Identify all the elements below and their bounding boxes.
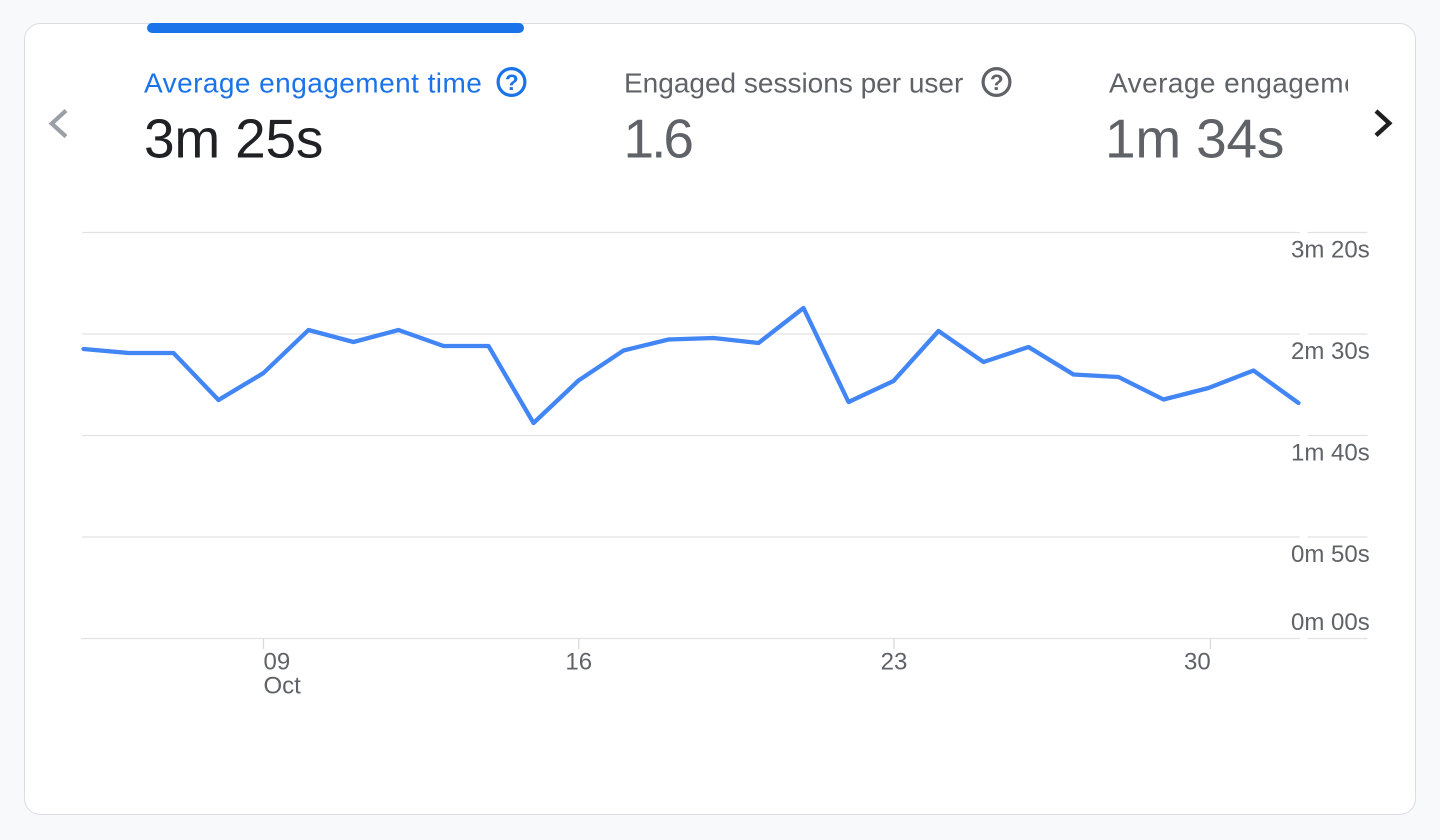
svg-text:16: 16 (565, 649, 592, 676)
svg-text:Engaged sessions per user: Engaged sessions per user (624, 68, 963, 99)
svg-text:Average engagement time: Average engagement time (1109, 68, 1440, 99)
svg-text:?: ? (990, 70, 1004, 95)
svg-text:09: 09 (264, 649, 291, 676)
svg-text:1.6: 1.6 (624, 108, 693, 170)
svg-text:23: 23 (881, 649, 908, 676)
svg-text:2m 30s: 2m 30s (1291, 338, 1370, 365)
svg-text:0m 50s: 0m 50s (1291, 541, 1370, 568)
svg-text:Oct: Oct (264, 673, 302, 700)
svg-text:1m 40s: 1m 40s (1291, 440, 1370, 467)
svg-text:30: 30 (1184, 649, 1211, 676)
svg-text:1m 34s: 1m 34s (1105, 108, 1284, 170)
svg-text:?: ? (505, 70, 519, 95)
svg-text:3m 25s: 3m 25s (144, 108, 323, 170)
svg-text:0m 00s: 0m 00s (1291, 609, 1370, 636)
svg-text:Average engagement time: Average engagement time (144, 68, 482, 99)
svg-text:3m 20s: 3m 20s (1291, 237, 1370, 264)
